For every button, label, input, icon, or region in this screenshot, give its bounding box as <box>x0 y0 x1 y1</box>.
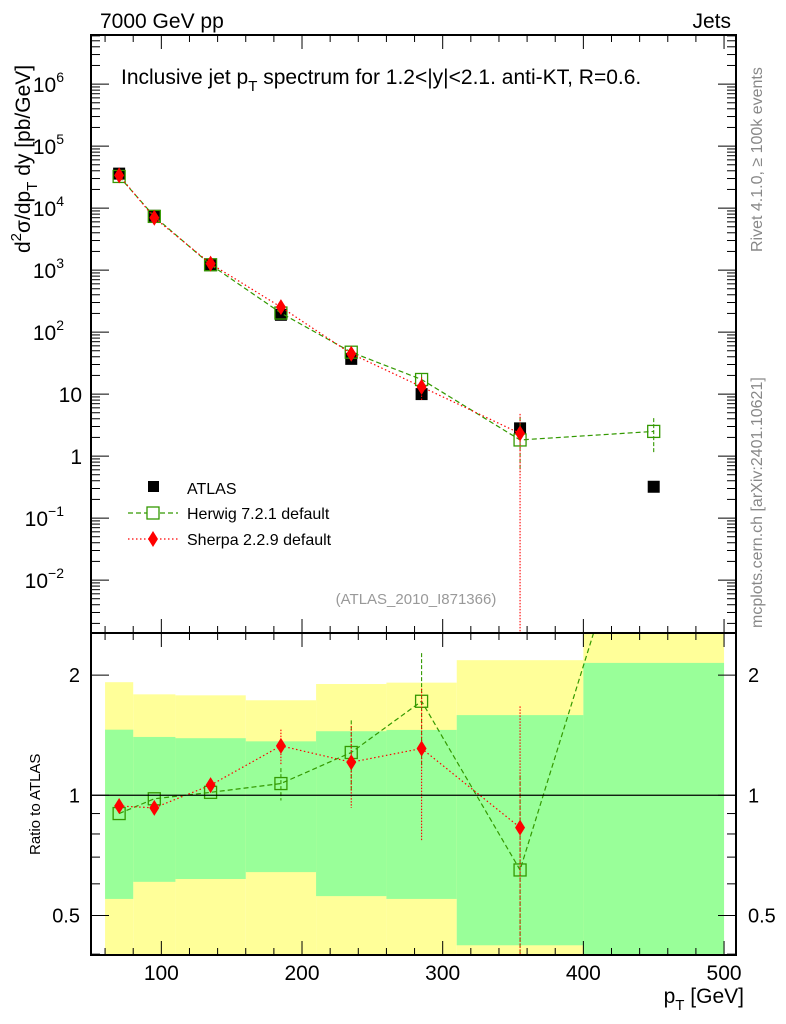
title-rest: spectrum for 1.2<|y|<2.1. anti-KT, R=0.6… <box>257 66 641 89</box>
ratio-herwig-point <box>274 776 288 791</box>
main-herwig-line <box>118 176 654 441</box>
y-tick-base: 10 <box>25 508 48 531</box>
y-tick-label: 104 <box>33 193 64 221</box>
rivet-version-label: Rivet 4.1.0, ≥ 100k events <box>749 67 766 252</box>
y-tick-label: 102 <box>33 317 64 345</box>
ratio-y-tick-label: 2 <box>69 665 80 687</box>
xlabel-sub: T <box>675 997 684 1014</box>
ylabel-mid: σ/dp <box>12 191 35 233</box>
x-tick-label: 200 <box>284 962 319 985</box>
y-tick-base: 10 <box>33 260 56 283</box>
y-tick-base: 10 <box>33 198 56 221</box>
y-tick-base: 10 <box>33 136 56 159</box>
y-tick-label: 10 <box>59 384 82 407</box>
ratio-sherpa-point <box>205 777 216 794</box>
legend-herwig-marker <box>146 506 160 520</box>
main-sherpa-point <box>149 209 160 226</box>
stat-band-bin <box>105 729 134 899</box>
mcplots-label: mcplots.cern.ch [arXiv:2401.10621] <box>749 377 766 628</box>
main-sherpa-point <box>416 378 427 395</box>
xlabel-rest: [GeV] <box>684 985 744 1008</box>
ratio-sherpa-point <box>149 799 160 816</box>
main-sherpa-point <box>515 425 526 442</box>
stat-band-bin <box>175 738 246 879</box>
header-right: Jets <box>692 10 731 33</box>
ratio-sherpa-point <box>515 819 526 836</box>
ratio-sherpa-point <box>275 737 286 754</box>
plot-title: Inclusive jet pT spectrum for 1.2<|y|<2.… <box>121 66 641 95</box>
legend-atlas-marker <box>148 481 159 492</box>
legend-atlas-label: ATLAS <box>187 481 237 498</box>
x-tick-label: 300 <box>425 962 460 985</box>
legend: ATLAS Herwig 7.2.1 default Sherpa 2.2.9 … <box>128 481 332 549</box>
y-tick-label: 10−2 <box>25 565 65 593</box>
ratio-y-tick-label: 1 <box>69 785 80 807</box>
y-tick-base: 10 <box>33 322 56 345</box>
x-tick-label: 400 <box>566 962 601 985</box>
ylabel-rest: dy [pb/GeV] <box>12 65 35 182</box>
y-tick-label: 103 <box>33 255 64 283</box>
ratio-frame <box>90 632 737 956</box>
y-tick-label: 105 <box>33 131 64 159</box>
ratio-sherpa-point <box>114 798 125 815</box>
y-tick-exponent: 4 <box>56 193 64 209</box>
legend-sherpa-label: Sherpa 2.2.9 default <box>187 532 332 549</box>
ratio-sherpa-point <box>346 754 357 771</box>
ratio-panel-marks <box>112 633 595 955</box>
ratio-y-axis-label: Ratio to ATLAS <box>27 754 44 855</box>
title-sub: T <box>248 78 257 95</box>
header-left: 7000 GeV pp <box>100 10 224 33</box>
ylabel-d: d <box>12 241 35 253</box>
ratio-y-tick-label: 1 <box>748 785 759 807</box>
main-panel-marks <box>112 167 661 633</box>
legend-herwig-label: Herwig 7.2.1 default <box>187 506 330 523</box>
title-main: Inclusive jet p <box>121 66 248 89</box>
ratio-y-tick-label: 2 <box>748 665 759 687</box>
main-sherpa-point <box>114 167 125 184</box>
y-tick-exponent: 5 <box>56 131 64 147</box>
annotation-analysis-id: (ATLAS_2010_I871366) <box>336 591 497 608</box>
ratio-sherpa-point <box>416 740 427 757</box>
main-atlas-point <box>647 480 660 493</box>
main-sherpa-point <box>346 345 357 362</box>
ylabel-sub: T <box>24 182 41 191</box>
ratio-herwig-point <box>513 863 527 877</box>
axes: 100 200 300 400 50010−210−111010210310410510… <box>25 34 776 985</box>
stat-band-bin <box>583 662 725 955</box>
y-tick-base: 10 <box>33 74 56 97</box>
ratio-y-tick-label: 0.5 <box>748 905 776 927</box>
x-tick-label: 500 <box>707 962 742 985</box>
xlabel-p: p <box>664 985 676 1008</box>
y-tick-base: 10 <box>25 570 48 593</box>
y-tick-exponent: 3 <box>56 255 64 271</box>
y-tick-label: 106 <box>33 69 64 97</box>
ratio-y-tick-label: 0.5 <box>52 905 80 927</box>
y-tick-label: 1 <box>70 446 82 469</box>
y-tick-exponent: 2 <box>56 317 64 333</box>
x-tick-label: 100 <box>144 962 179 985</box>
y-tick-exponent: 6 <box>56 69 64 85</box>
y-tick-exponent: −1 <box>48 503 64 519</box>
ratio-herwig-line <box>118 633 595 872</box>
ylabel-sup: 2 <box>8 233 25 241</box>
main-herwig-point <box>647 424 661 439</box>
x-axis-label: pT [GeV] <box>664 985 744 1014</box>
main-sherpa-line <box>118 174 521 434</box>
main-sherpa-point <box>205 255 216 272</box>
y-tick-base: 10 <box>59 384 82 407</box>
ratio-uncertainty-bands <box>105 633 725 955</box>
legend-sherpa-marker <box>148 531 158 547</box>
y-tick-base: 1 <box>70 446 82 469</box>
y-axis-label: d2σ/dpT dy [pb/GeV] <box>8 65 41 253</box>
y-tick-label: 10−1 <box>25 503 65 531</box>
y-tick-exponent: −2 <box>48 565 64 581</box>
main-sherpa-point <box>275 299 286 316</box>
